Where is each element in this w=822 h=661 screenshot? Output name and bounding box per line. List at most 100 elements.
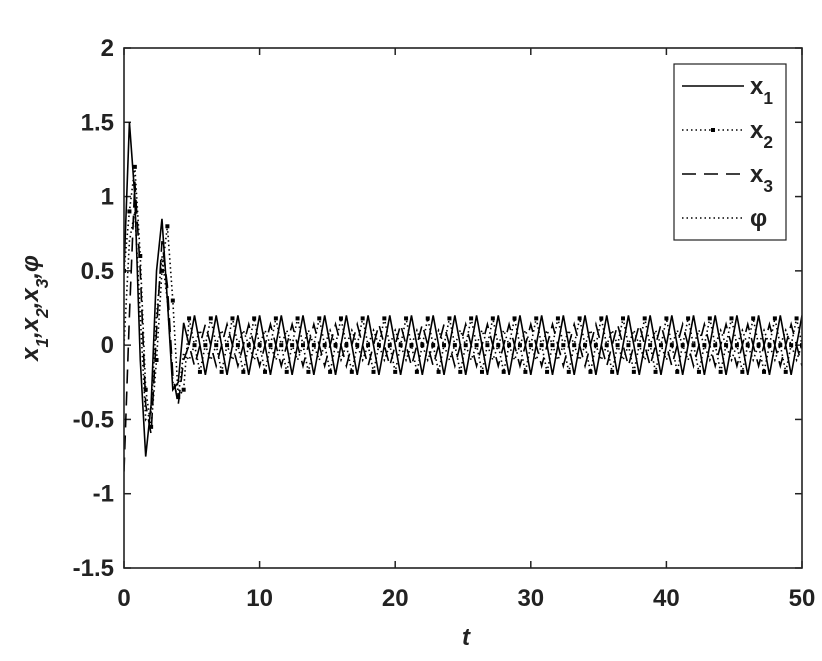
marker <box>577 316 582 321</box>
marker <box>691 343 696 348</box>
marker <box>756 343 761 348</box>
marker <box>328 369 333 374</box>
marker <box>165 224 170 229</box>
marker <box>789 343 794 348</box>
marker <box>648 343 653 348</box>
marker <box>469 316 474 321</box>
marker <box>707 316 712 321</box>
marker <box>219 369 224 374</box>
marker <box>778 343 783 348</box>
marker <box>447 316 452 321</box>
marker <box>545 369 550 374</box>
marker <box>452 343 457 348</box>
y-tick-label: -1 <box>93 481 114 508</box>
marker <box>360 316 365 321</box>
marker <box>431 343 436 348</box>
y-tick-label: -1.5 <box>73 555 114 582</box>
marker <box>762 369 767 374</box>
marker <box>479 369 484 374</box>
marker <box>404 316 409 321</box>
marker <box>696 369 701 374</box>
marker <box>425 316 430 321</box>
marker <box>300 343 305 348</box>
marker <box>724 343 729 348</box>
marker <box>555 316 560 321</box>
marker <box>783 369 788 374</box>
marker <box>273 316 278 321</box>
x-tick-label: 0 <box>117 585 130 612</box>
marker <box>263 369 268 374</box>
marker <box>474 343 479 348</box>
marker <box>772 316 777 321</box>
marker <box>490 316 495 321</box>
marker <box>675 369 680 374</box>
marker <box>284 369 289 374</box>
marker <box>197 369 202 374</box>
marker <box>138 254 143 258</box>
marker <box>420 343 425 348</box>
marker <box>686 316 691 321</box>
marker <box>333 343 338 348</box>
marker <box>127 209 132 214</box>
marker <box>143 387 148 392</box>
x-tick-label: 10 <box>246 585 273 612</box>
marker <box>371 369 376 374</box>
legend-label: x1 <box>750 73 773 108</box>
y-tick-label: 1 <box>101 184 114 211</box>
marker <box>176 395 181 400</box>
marker <box>279 343 284 348</box>
marker <box>485 343 490 348</box>
y-tick-label: 0 <box>101 332 114 359</box>
marker <box>187 316 192 321</box>
marker <box>124 268 126 273</box>
marker <box>252 316 257 321</box>
marker <box>621 316 626 321</box>
marker <box>349 369 354 374</box>
marker <box>436 369 441 374</box>
marker <box>458 369 463 374</box>
marker <box>414 369 419 374</box>
x-tick-label: 30 <box>517 585 544 612</box>
marker <box>496 343 501 348</box>
marker <box>295 316 300 321</box>
legend-label: x3 <box>750 161 773 196</box>
marker <box>170 298 175 303</box>
marker <box>702 343 707 348</box>
marker <box>366 343 371 348</box>
marker <box>317 316 322 321</box>
marker <box>159 268 164 273</box>
marker <box>800 343 802 348</box>
x-tick-label: 20 <box>382 585 409 612</box>
marker <box>306 369 311 374</box>
marker <box>387 343 392 348</box>
marker <box>507 343 512 348</box>
marker <box>501 369 506 374</box>
marker <box>642 316 647 321</box>
marker <box>669 343 674 348</box>
marker <box>745 343 750 348</box>
marker <box>311 343 316 348</box>
marker <box>718 369 723 374</box>
legend-label: φ <box>750 205 767 232</box>
marker <box>257 343 262 348</box>
marker <box>637 343 642 348</box>
marker <box>241 369 246 374</box>
legend-box <box>673 63 787 241</box>
marker <box>132 164 137 169</box>
marker <box>442 343 447 348</box>
marker <box>154 358 159 362</box>
legend-marker <box>711 128 715 132</box>
marker <box>268 343 273 348</box>
marker <box>230 316 235 321</box>
marker <box>208 316 213 321</box>
marker <box>463 343 468 348</box>
x-axis-label: t <box>462 624 471 651</box>
marker <box>523 369 528 374</box>
marker <box>512 316 517 321</box>
marker <box>290 343 295 348</box>
y-tick-label: 1.5 <box>81 109 114 136</box>
marker <box>376 343 381 348</box>
series-line <box>124 122 802 457</box>
